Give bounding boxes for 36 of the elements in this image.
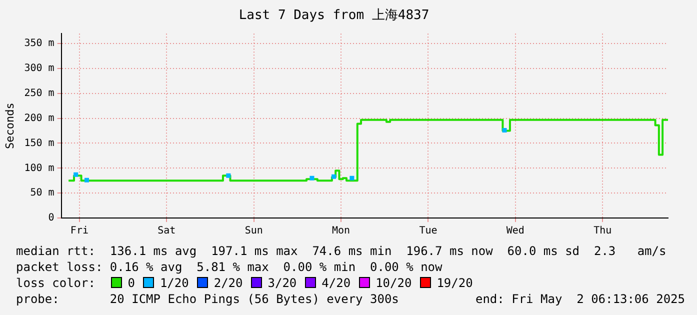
text: packet loss: 0.16 % avg 5.81 % max 0.00 % min 0.00 % now: [16, 259, 444, 275]
legend-label: 0: [128, 276, 135, 290]
legend-label: 2/20: [214, 276, 243, 290]
text: end: Fri May 2 06:13:06 2025: [475, 291, 685, 307]
y-tick-label: 100 m: [24, 162, 54, 174]
point: [74, 172, 78, 177]
text: median rtt: 136.1 ms avg 197.1 ms max 74.6 ms min 196.7 ms now 60.0 ms sd 2.3 am/s: [16, 243, 668, 259]
x-tick-label: Tue: [419, 226, 438, 237]
legend-label: 3/20: [268, 276, 297, 290]
legend-label: 4/20: [322, 276, 351, 290]
y-tick-label: 50 m: [30, 188, 54, 199]
point: [226, 173, 231, 178]
x-tick-label: Mon: [332, 226, 350, 237]
legend-label: 19/20: [436, 276, 473, 290]
x-tick-label: Wed: [506, 226, 524, 237]
x-tick-label: Thu: [594, 226, 612, 237]
y-tick-label: 150 m: [24, 138, 54, 149]
y-tick-label: 300 m: [24, 63, 54, 74]
legend-label: 10/20: [376, 276, 412, 290]
y-tick-label: 250 m: [24, 88, 54, 99]
y-tick-label: 200 m: [24, 112, 54, 124]
point: [84, 178, 89, 182]
y-tick-label: 0: [48, 212, 54, 224]
x-tick-label: Sat: [158, 226, 176, 237]
legend-label: 1/20: [160, 276, 189, 290]
text: probe: 20 ICMP Echo Pings (56 Bytes) every 300s: [16, 292, 399, 306]
y-tick-label: 350 m: [24, 38, 54, 50]
x-tick-label: Fri: [70, 226, 88, 237]
y-axis-title: Seconds: [3, 102, 16, 149]
point: [350, 176, 354, 180]
x-tick-label: Sun: [244, 226, 263, 237]
point: [332, 174, 336, 179]
point: [502, 128, 507, 133]
point: [310, 176, 314, 180]
legend-title: loss color:: [16, 276, 96, 290]
chart-title: Last 7 Days from 上海4837: [238, 8, 430, 24]
